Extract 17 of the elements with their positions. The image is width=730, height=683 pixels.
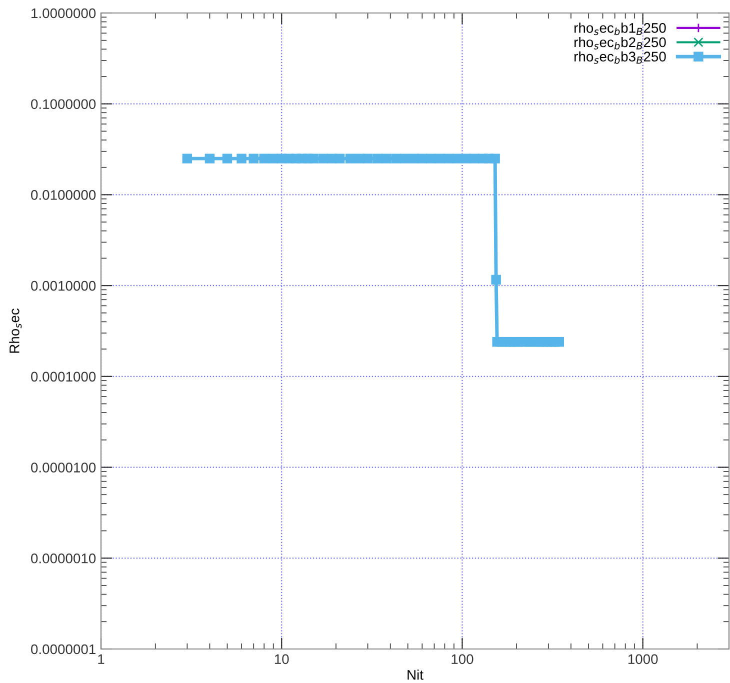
x-tick-label: 10 xyxy=(274,654,289,664)
y-tick-label: 0.0010000 xyxy=(31,280,96,291)
y-tick-label: 0.0000001 xyxy=(31,644,96,654)
legend-label: rho$_{s}$ec$_{b}$b2$_{B}$250 xyxy=(574,36,666,50)
y-tick-label: 0.0000100 xyxy=(31,462,96,472)
y-tick-label: 0.0100000 xyxy=(31,190,96,200)
y-tick-label: 0.1000000 xyxy=(31,99,96,110)
x-tick-label: 1 xyxy=(98,654,104,664)
legend-label: rho$_{s}$ec$_{b}$b3$_{B}$250 xyxy=(574,51,666,64)
y-tick-label: 1.0000000 xyxy=(32,8,96,18)
x-tick-label: 100 xyxy=(452,654,474,664)
x-tick-label: 1000 xyxy=(628,654,658,664)
y-tick-label: 0.0000010 xyxy=(31,553,96,564)
legend-label: rho$_{s}$ec$_{b}$b1$_{B}$250 xyxy=(574,22,666,36)
y-tick-label: 0.0001000 xyxy=(31,372,96,382)
y-axis-title: Rho$_{s}$ec xyxy=(9,308,22,353)
x-axis-title: Nit xyxy=(408,670,424,680)
